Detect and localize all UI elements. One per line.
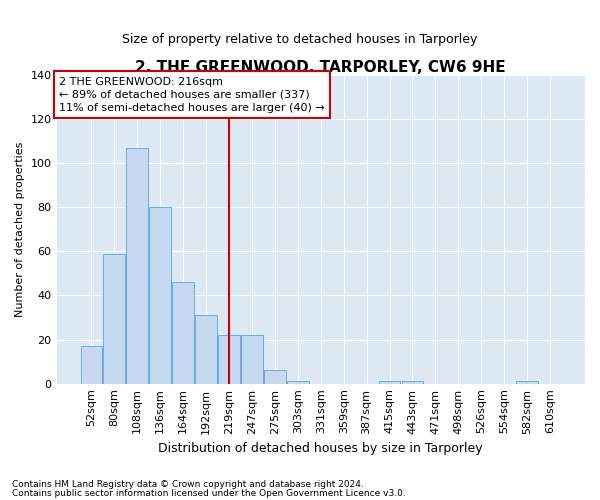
Bar — [195, 316, 217, 384]
Text: Contains HM Land Registry data © Crown copyright and database right 2024.: Contains HM Land Registry data © Crown c… — [12, 480, 364, 489]
X-axis label: Distribution of detached houses by size in Tarporley: Distribution of detached houses by size … — [158, 442, 483, 455]
Bar — [218, 335, 240, 384]
Y-axis label: Number of detached properties: Number of detached properties — [15, 142, 25, 317]
Bar — [516, 382, 538, 384]
Title: 2, THE GREENWOOD, TARPORLEY, CW6 9HE: 2, THE GREENWOOD, TARPORLEY, CW6 9HE — [136, 60, 506, 75]
Bar — [103, 254, 125, 384]
Bar — [172, 282, 194, 384]
Text: Size of property relative to detached houses in Tarporley: Size of property relative to detached ho… — [122, 32, 478, 46]
Bar — [241, 335, 263, 384]
Bar — [287, 382, 309, 384]
Text: Contains public sector information licensed under the Open Government Licence v3: Contains public sector information licen… — [12, 488, 406, 498]
Bar — [80, 346, 103, 384]
Bar — [264, 370, 286, 384]
Bar — [379, 382, 400, 384]
Text: 2 THE GREENWOOD: 216sqm
← 89% of detached houses are smaller (337)
11% of semi-d: 2 THE GREENWOOD: 216sqm ← 89% of detache… — [59, 76, 325, 113]
Bar — [149, 208, 171, 384]
Bar — [401, 382, 424, 384]
Bar — [127, 148, 148, 384]
